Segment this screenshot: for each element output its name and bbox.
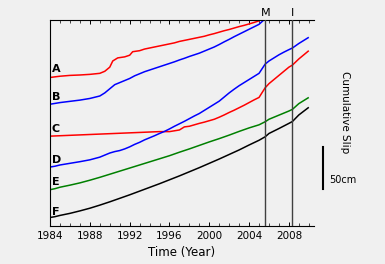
Text: Cumulative Slip: Cumulative Slip	[340, 71, 350, 154]
Text: E: E	[52, 177, 59, 187]
X-axis label: Time (Year): Time (Year)	[148, 246, 216, 259]
Text: F: F	[52, 207, 59, 217]
Text: B: B	[52, 92, 60, 102]
Text: D: D	[52, 155, 61, 165]
Text: I: I	[291, 8, 294, 18]
Text: C: C	[52, 124, 60, 134]
Text: A: A	[52, 64, 60, 74]
Text: 50cm: 50cm	[330, 175, 357, 185]
Text: M: M	[260, 8, 270, 18]
